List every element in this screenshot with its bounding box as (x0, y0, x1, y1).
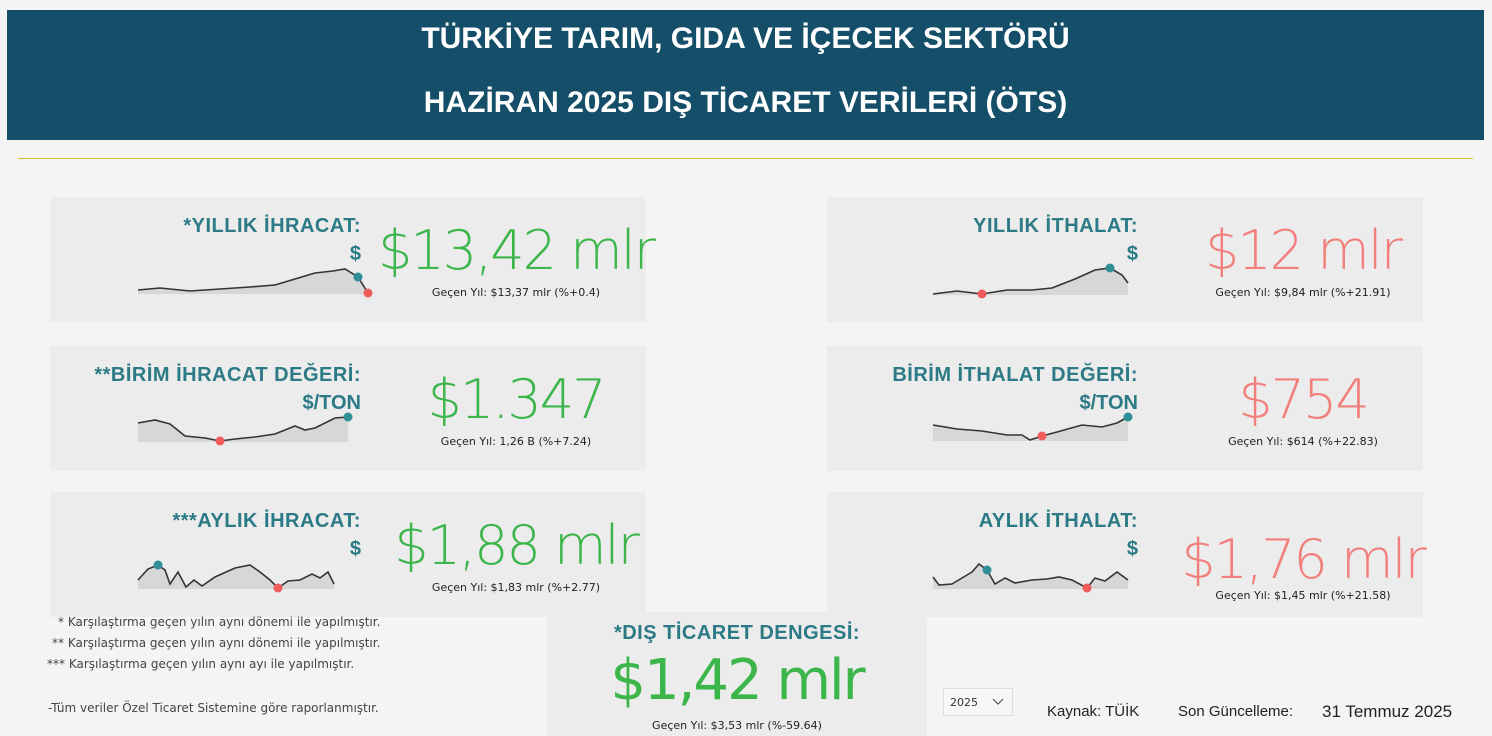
sparkline-area (138, 565, 334, 589)
update-label: Son Güncelleme: (1178, 703, 1294, 720)
low-dot (1082, 583, 1092, 593)
card-comparison: Geçen Yıl: $3,53 mlr (%-59.64) (652, 719, 822, 732)
sparkline (137, 268, 373, 298)
low-dot (363, 288, 373, 298)
low-dot (977, 289, 987, 299)
sparkline (137, 560, 335, 593)
sparkline-area (933, 417, 1128, 441)
sparkline-area (138, 269, 368, 294)
low-dot (215, 436, 225, 446)
high-dot (343, 412, 353, 422)
sparkline-area (933, 268, 1128, 295)
sparkline (932, 263, 1129, 299)
card-value: $754 (1238, 368, 1369, 431)
card-title: *DIŞ TİCARET DENGESİ: (613, 622, 861, 644)
card-unit: $ (349, 243, 361, 265)
kpi-card: BİRİM İTHALAT DEĞERİ: $/TON $754 Geçen Yıl:… (827, 346, 1423, 471)
card-unit: $ (1126, 243, 1138, 265)
sparkline-area (138, 417, 348, 442)
low-dot (1037, 431, 1047, 441)
sparkline (932, 412, 1133, 441)
card-unit: $/TON (1079, 392, 1138, 414)
low-dot (273, 583, 283, 593)
balance-card: *DIŞ TİCARET DENGESİ: $1,42 mlr Geçen Yı… (547, 612, 927, 736)
kpi-card: AYLIK İTHALAT: $ $1,76 mlr Geçen Yıl: $1,45… (827, 492, 1427, 617)
title: TÜRKİYE TARIM, GIDA VE İÇECEK SEKTÖRÜ (421, 22, 1070, 55)
card-value: $12 mlr (1204, 219, 1403, 282)
high-dot (1105, 263, 1115, 273)
kpi-card: *YILLIK İHRACAT: $ $13,42 mlr Geçen Yıl: $1… (50, 197, 656, 322)
card-title: *YILLIK İHRACAT: (183, 215, 361, 237)
card-value: $1,88 mlr (394, 514, 640, 577)
card-comparison: Geçen Yıl: $614 (%+22.83) (1228, 435, 1378, 448)
card-title: **BİRİM İHRACAT DEĞERİ: (94, 364, 361, 386)
filter-value: 2025 (950, 696, 978, 709)
note: ** Karşılaştırma geçen yılın aynı dönemi… (52, 636, 381, 650)
year-filter[interactable]: 2025 (943, 688, 1013, 716)
card-title: ***AYLIK İHRACAT: (172, 510, 361, 532)
sparkline (932, 562, 1129, 593)
footnote: -Tüm veriler Özel Ticaret Sistemine göre… (48, 701, 379, 715)
kpi-card: YILLIK İTHALAT: $ $12 mlr Geçen Yıl: $9,84 … (827, 197, 1423, 322)
update-date: 31 Temmuz 2025 (1322, 702, 1453, 721)
high-dot (982, 565, 992, 575)
sparkline-line (137, 564, 335, 590)
card-unit: $ (349, 538, 361, 560)
header: TÜRKİYE TARIM, GIDA VE İÇECEK SEKTÖRÜ HA… (7, 10, 1484, 140)
card-comparison: Geçen Yıl: $1,45 mlr (%+21.58) (1215, 589, 1391, 602)
high-dot (153, 560, 163, 570)
card-comparison: Geçen Yıl: 1,26 B (%+7.24) (440, 435, 592, 448)
note: * Karşılaştırma geçen yılın aynı dönemi … (58, 615, 381, 629)
sparkline-area (933, 564, 1128, 589)
card-value: $1,42 mlr (610, 648, 865, 713)
sparkline-line (932, 562, 1129, 590)
sparkline (137, 412, 353, 446)
sparkline-line (932, 416, 1129, 441)
card-title: AYLIK İTHALAT: (978, 510, 1138, 532)
divider (18, 158, 1473, 159)
sparkline-line (137, 268, 369, 294)
sparkline-line (137, 416, 349, 442)
kpi-card: ***AYLIK İHRACAT: $ $1,88 mlr Geçen Yıl: $1… (50, 492, 646, 617)
dropdown-arrow[interactable] (992, 698, 1004, 706)
kpi-card: **BİRİM İHRACAT DEĞERİ: $/TON $1.347 Geçen … (50, 346, 646, 471)
high-dot (1123, 412, 1133, 422)
subtitle: HAZİRAN 2025 DIŞ TİCARET VERİLERİ (ÖTS) (423, 86, 1068, 119)
card-unit: $ (1126, 538, 1138, 560)
card-value: $13,42 mlr (378, 219, 656, 282)
card-comparison: Geçen Yıl: $9,84 mlr (%+21.91) (1215, 286, 1391, 299)
sparkline-line (932, 267, 1129, 295)
card-value: $1.347 (427, 368, 607, 431)
card-value: $1,76 mlr (1181, 528, 1427, 591)
card-comparison: Geçen Yıl: $1,83 mlr (%+2.77) (431, 581, 601, 594)
source: Kaynak: TÜİK (1047, 703, 1140, 720)
high-dot (353, 272, 363, 282)
note: *** Karşılaştırma geçen yılın aynı ayı i… (47, 657, 355, 671)
card-title: BİRİM İTHALAT DEĞERİ: (892, 364, 1138, 386)
card-title: YILLIK İTHALAT: (973, 215, 1138, 237)
card-comparison: Geçen Yıl: $13,37 mlr (%+0.4) (431, 286, 601, 299)
card-unit: $/TON (302, 392, 361, 414)
